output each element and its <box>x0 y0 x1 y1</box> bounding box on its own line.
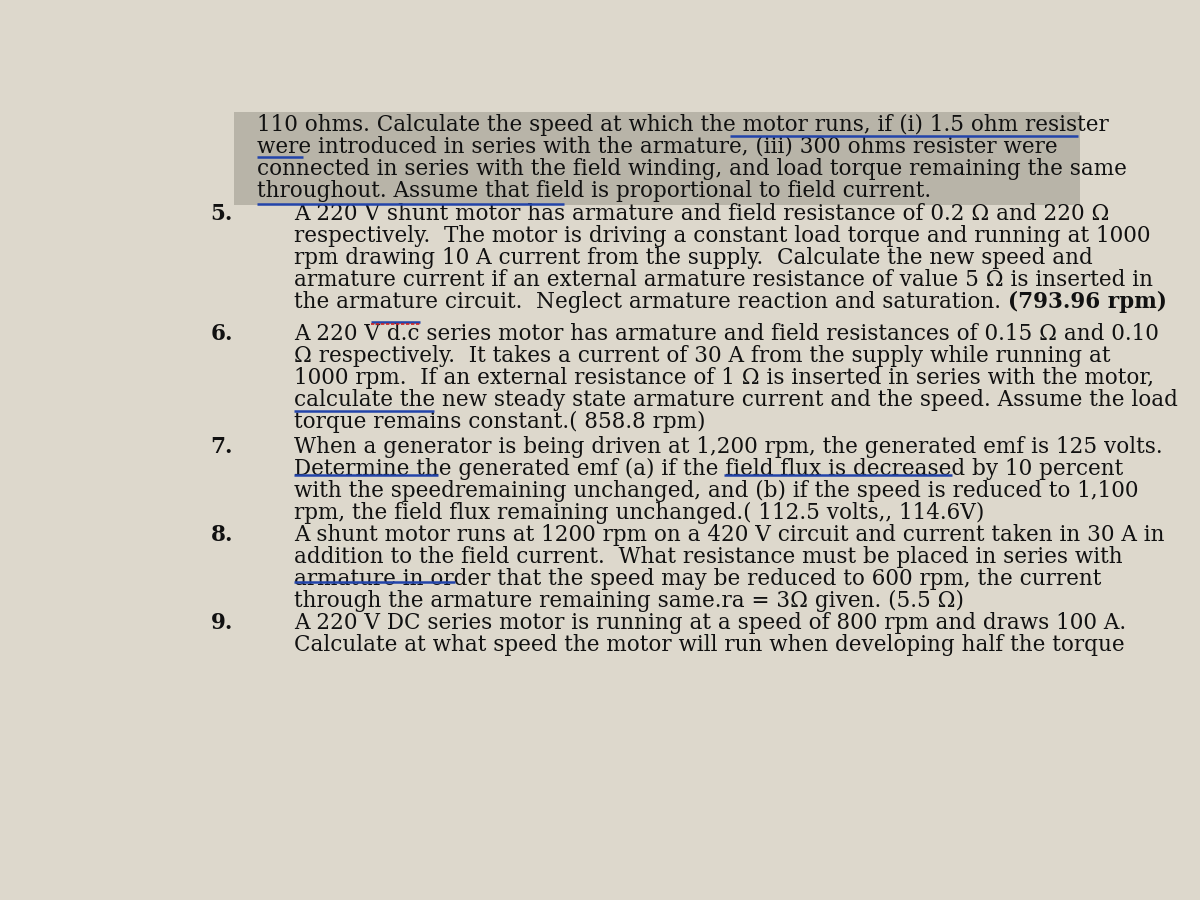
Text: 5.: 5. <box>210 203 233 225</box>
Text: When a generator is being driven at 1,200 rpm, the generated emf is 125 volts.: When a generator is being driven at 1,20… <box>294 436 1163 458</box>
Text: throughout. Assume that field is proportional to field current.: throughout. Assume that field is proport… <box>257 180 931 202</box>
Text: torque remains constant.( 858.8 rpm): torque remains constant.( 858.8 rpm) <box>294 411 706 433</box>
Text: were introduced in series with the armature, (iii) 300 ohms resister were: were introduced in series with the armat… <box>257 136 1057 158</box>
Text: armature in order that the speed may be reduced to 600 rpm, the current: armature in order that the speed may be … <box>294 568 1102 590</box>
Text: through the armature remaining same.ra = 3Ω given. (5.5 Ω): through the armature remaining same.ra =… <box>294 590 964 612</box>
Text: A shunt motor runs at 1200 rpm on a 420 V circuit and current taken in 30 A in: A shunt motor runs at 1200 rpm on a 420 … <box>294 524 1165 546</box>
Text: 1000 rpm.  If an external resistance of 1 Ω is inserted in series with the motor: 1000 rpm. If an external resistance of 1… <box>294 367 1154 389</box>
Text: 8.: 8. <box>210 524 233 546</box>
Text: 110 ohms. Calculate the speed at which the motor runs, if (i) 1.5 ohm resister: 110 ohms. Calculate the speed at which t… <box>257 113 1109 136</box>
Text: calculate the new steady state armature current and the speed. Assume the load: calculate the new steady state armature … <box>294 390 1178 411</box>
Text: respectively.  The motor is driving a constant load torque and running at 1000: respectively. The motor is driving a con… <box>294 225 1151 248</box>
Text: rpm drawing 10 A current from the supply.  Calculate the new speed and: rpm drawing 10 A current from the supply… <box>294 248 1093 269</box>
Bar <box>234 112 1080 204</box>
Text: A 220 V shunt motor has armature and field resistance of 0.2 Ω and 220 Ω: A 220 V shunt motor has armature and fie… <box>294 203 1110 225</box>
Text: A 220 V d.c series motor has armature and field resistances of 0.15 Ω and 0.10: A 220 V d.c series motor has armature an… <box>294 323 1159 346</box>
Text: connected in series with the field winding, and load torque remaining the same: connected in series with the field windi… <box>257 158 1127 180</box>
Text: addition to the field current.  What resistance must be placed in series with: addition to the field current. What resi… <box>294 546 1123 568</box>
Text: armature current if an external armature resistance of value 5 Ω is inserted in: armature current if an external armature… <box>294 269 1153 292</box>
Text: Calculate at what speed the motor will run when developing half the torque: Calculate at what speed the motor will r… <box>294 634 1124 656</box>
Text: 7.: 7. <box>210 436 233 458</box>
Text: Determine the generated emf (a) if the field flux is decreased by 10 percent: Determine the generated emf (a) if the f… <box>294 458 1123 481</box>
Text: (793.96 rpm): (793.96 rpm) <box>1008 292 1166 313</box>
Text: Ω respectively.  It takes a current of 30 A from the supply while running at: Ω respectively. It takes a current of 30… <box>294 346 1111 367</box>
Text: with the speedremaining unchanged, and (b) if the speed is reduced to 1,100: with the speedremaining unchanged, and (… <box>294 480 1139 502</box>
Text: 9.: 9. <box>210 612 233 634</box>
Text: A 220 V DC series motor is running at a speed of 800 rpm and draws 100 A.: A 220 V DC series motor is running at a … <box>294 612 1127 634</box>
Text: the armature circuit.  Neglect armature reaction and saturation.: the armature circuit. Neglect armature r… <box>294 292 1008 313</box>
Text: rpm, the field flux remaining unchanged.( 112.5 volts,, 114.6V): rpm, the field flux remaining unchanged.… <box>294 502 984 524</box>
Text: 6.: 6. <box>210 323 233 346</box>
